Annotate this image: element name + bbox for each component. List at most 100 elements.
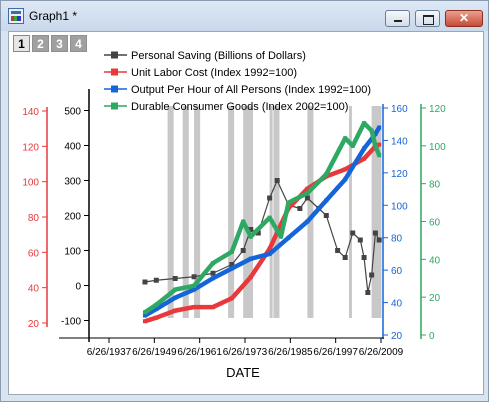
recession-band	[194, 106, 201, 318]
data-point-2	[210, 305, 215, 310]
data-point-3	[142, 313, 147, 318]
data-point-1	[142, 279, 148, 285]
black-y-tick-label: 100	[64, 247, 81, 258]
data-point-1	[304, 195, 310, 201]
graph-page[interactable]: 1 2 3 4 20 40 60 80 100 120 140 -100 0 100 200 300 4…	[8, 31, 484, 395]
recession-band	[371, 106, 382, 318]
minimize-button[interactable]	[385, 10, 410, 27]
data-point-4	[377, 153, 382, 158]
black-y-tick-label: 0	[75, 282, 81, 293]
data-point-4	[210, 261, 215, 266]
data-point-4	[278, 234, 283, 239]
app-graph-icon[interactable]	[8, 8, 24, 24]
data-point-1	[342, 255, 348, 260]
close-icon: ✕	[458, 11, 470, 25]
legend-label: Durable Consumer Goods (Index 2002=100)	[131, 101, 348, 113]
data-point-3	[173, 295, 178, 300]
data-point-4	[267, 215, 272, 220]
data-point-4	[248, 234, 253, 239]
data-point-1	[357, 237, 363, 243]
data-point-4	[286, 200, 291, 205]
layer-tab-2[interactable]: 2	[32, 35, 49, 52]
data-point-1	[240, 248, 246, 253]
black-y-tick-label: 300	[64, 177, 81, 188]
data-point-4	[192, 283, 197, 288]
maximize-button[interactable]	[415, 10, 440, 27]
data-point-4	[369, 128, 374, 133]
layer-tab-4[interactable]: 4	[70, 35, 87, 52]
data-point-2	[154, 315, 159, 320]
data-point-3	[267, 251, 272, 256]
recession-band	[273, 106, 280, 318]
legend-marker	[111, 51, 118, 59]
recession-band	[167, 106, 174, 318]
green-y-tick-label: 120	[429, 104, 446, 115]
data-point-1	[335, 248, 341, 253]
green-y-tick-label: 60	[429, 218, 441, 229]
data-point-3	[324, 198, 329, 203]
legend-label: Unit Labor Cost (Index 1992=100)	[131, 67, 297, 79]
recession-band	[182, 106, 189, 318]
x-tick-label: 6/26/1973	[223, 347, 268, 358]
recession-band	[348, 106, 352, 318]
data-point-1	[372, 230, 378, 236]
data-point-1	[210, 270, 216, 276]
legend-marker	[111, 85, 118, 93]
data-point-1	[191, 274, 197, 280]
blue-y-tick-label: 140	[391, 136, 408, 147]
blue-y-tick-label: 40	[391, 299, 403, 310]
red-y-tick-label: 120	[22, 142, 39, 153]
window-title: Graph1 *	[29, 9, 78, 23]
green-y-tick-label: 100	[429, 142, 446, 153]
blue-y-tick-label: 80	[391, 234, 403, 245]
layer-tab-1[interactable]: 1	[13, 35, 30, 52]
data-point-2	[267, 246, 272, 251]
series-line-1	[144, 179, 380, 294]
blue-y-tick-label: 120	[391, 169, 408, 180]
x-tick-label: 6/26/1937	[87, 347, 132, 358]
series-line-4	[143, 120, 382, 315]
data-point-2	[377, 142, 382, 147]
legend-label: Output Per Hour of All Persons (Index 19…	[131, 84, 371, 96]
data-point-3	[210, 276, 215, 281]
data-point-4	[350, 143, 355, 148]
data-point-4	[373, 143, 378, 148]
data-point-3	[286, 235, 291, 240]
legend-marker	[111, 68, 118, 76]
data-point-2	[248, 275, 253, 280]
legend-marker	[111, 102, 118, 110]
recession-band	[269, 106, 273, 318]
layer-tab-3[interactable]: 3	[51, 35, 68, 52]
red-y-tick-label: 20	[28, 319, 40, 330]
data-point-4	[154, 302, 159, 307]
data-point-1	[153, 277, 159, 283]
data-point-3	[343, 177, 348, 182]
data-point-2	[229, 296, 234, 301]
recession-band	[228, 106, 235, 318]
red-y-tick-label: 100	[22, 178, 39, 189]
x-tick-label: 6/26/1949	[132, 347, 177, 358]
data-point-4	[142, 310, 147, 315]
data-point-1	[323, 213, 329, 218]
x-tick-label: 6/26/2009	[359, 347, 404, 358]
x-axis-title: DATE	[226, 365, 260, 380]
data-point-3	[229, 266, 234, 271]
data-point-1	[376, 237, 382, 243]
close-button[interactable]: ✕	[445, 10, 483, 27]
title-bar[interactable]: Graph1 * ✕	[1, 1, 488, 31]
data-point-4	[362, 121, 367, 126]
data-point-3	[362, 146, 367, 151]
data-point-3	[373, 131, 378, 136]
data-point-2	[192, 305, 197, 310]
recession-band	[307, 106, 314, 318]
data-point-1	[365, 290, 371, 295]
black-y-tick-label: 400	[64, 142, 81, 153]
black-y-tick-label: -100	[61, 317, 81, 328]
red-y-tick-label: 40	[28, 284, 40, 295]
data-point-1	[361, 255, 367, 260]
data-point-2	[142, 319, 147, 324]
data-point-1	[229, 262, 235, 267]
red-y-tick-label: 60	[28, 248, 40, 259]
data-point-4	[241, 219, 246, 224]
